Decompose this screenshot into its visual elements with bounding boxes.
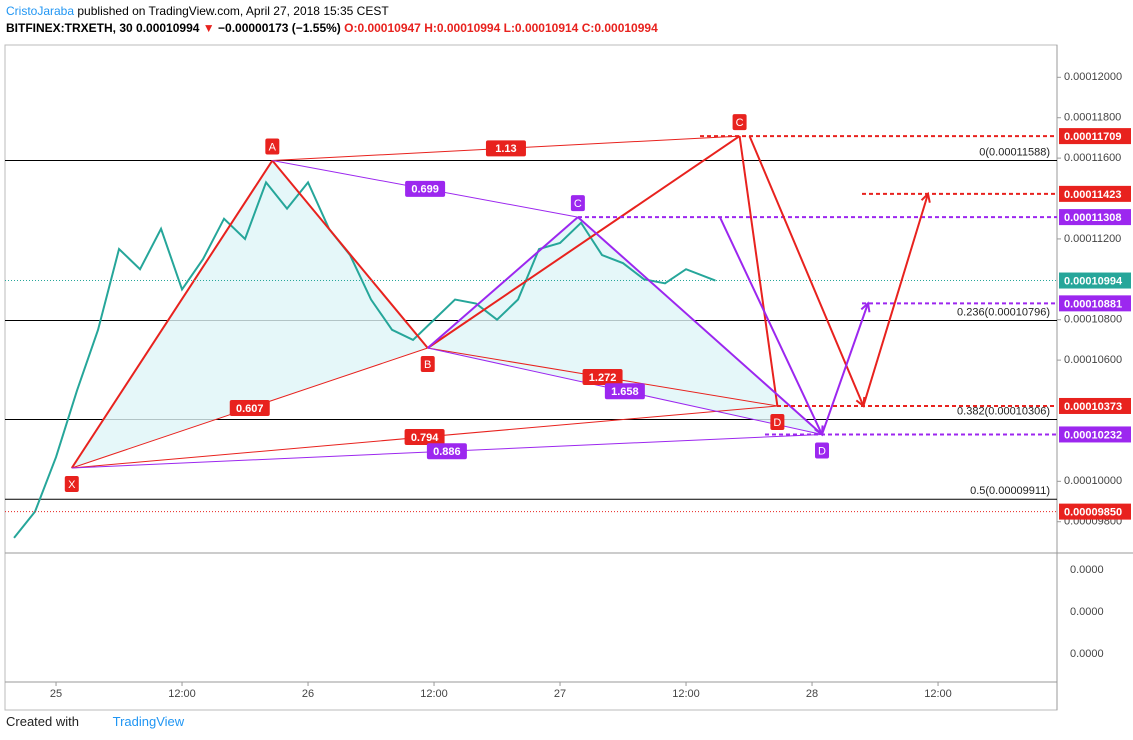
last: 0.00010994 — [136, 21, 200, 35]
close: C:0.00010994 — [581, 21, 658, 35]
pattern-leg — [577, 216, 823, 436]
fib-label: 0.236(0.00010796) — [957, 306, 1050, 318]
projection — [821, 303, 869, 435]
point-box — [815, 442, 830, 459]
point-box — [570, 195, 585, 212]
y-tick-label: 0.00011600 — [1064, 152, 1121, 164]
projection — [748, 135, 865, 407]
osc-label: 0.0000 — [1070, 564, 1104, 576]
ratio-label: 1.272 — [589, 372, 617, 384]
xab-fill — [71, 160, 428, 468]
marker-box — [1059, 185, 1131, 202]
x-tick-label: 12:00 — [168, 688, 196, 700]
publish-line: CristoJaraba published on TradingView.co… — [6, 3, 658, 20]
osc-label: 0.0000 — [1070, 606, 1104, 618]
point-box — [732, 114, 747, 131]
y-tick-label: 0.00011800 — [1064, 112, 1121, 124]
ratio-box — [582, 368, 623, 385]
marker-label: 0.00011308 — [1064, 212, 1122, 224]
high: H:0.00010994 — [424, 21, 501, 35]
marker-box — [1059, 128, 1131, 145]
ratio-label: 0.886 — [433, 446, 461, 458]
point-box — [265, 138, 280, 155]
marker-label: 0.00010373 — [1064, 401, 1122, 413]
brand[interactable]: TradingView — [112, 714, 185, 729]
ratio-box — [404, 428, 445, 445]
ratio-box — [229, 399, 270, 416]
x-tick-label: 12:00 — [672, 688, 700, 700]
bcd-fill — [427, 217, 823, 435]
marker-box — [1059, 397, 1131, 414]
ratio-label: 0.794 — [411, 432, 439, 444]
pattern-leg — [271, 159, 429, 349]
point-label: X — [68, 479, 76, 491]
change: −0.00000173 (−1.55%) — [218, 21, 341, 35]
pattern-leg — [427, 216, 579, 349]
x-tick-label: 27 — [554, 688, 566, 700]
ratio-label: 0.699 — [411, 184, 439, 196]
point-label: D — [818, 445, 826, 457]
marker-label: 0.00010994 — [1064, 275, 1123, 287]
y-tick-label: 0.00010000 — [1064, 475, 1122, 487]
x-tick-label: 12:00 — [924, 688, 952, 700]
marker-label: 0.00011423 — [1064, 189, 1122, 201]
marker-box — [1059, 209, 1131, 226]
ratio-label: 1.658 — [611, 386, 639, 398]
x-tick-label: 28 — [806, 688, 818, 700]
header: CristoJaraba published on TradingView.co… — [6, 3, 658, 37]
fib-label: 0.5(0.00009911) — [970, 485, 1050, 497]
fib-label: 0.382(0.00010306) — [957, 405, 1050, 417]
pattern-leg — [427, 135, 741, 349]
point-label: C — [574, 198, 582, 210]
point-label: C — [736, 117, 744, 129]
x-tick-label: 26 — [302, 688, 314, 700]
y-tick-label: 0.00011200 — [1064, 233, 1121, 245]
y-tick-label: 0.00012000 — [1064, 71, 1122, 83]
ratio-box — [604, 383, 645, 400]
ratio-box — [405, 180, 446, 197]
price-line — [13, 180, 716, 539]
ratio-label: 1.13 — [495, 143, 516, 155]
marker-box — [1059, 295, 1131, 312]
osc-label: 0.0000 — [1070, 648, 1104, 660]
ratio-box — [426, 443, 467, 460]
ratio-label: 0.607 — [236, 403, 264, 415]
x-tick-label: 25 — [50, 688, 62, 700]
y-tick-label: 0.00010800 — [1064, 314, 1122, 326]
pattern-leg — [738, 135, 779, 407]
arrow-head — [860, 301, 871, 313]
created: Created with — [6, 714, 79, 729]
projection — [718, 216, 823, 435]
pattern-leg — [70, 159, 274, 469]
marker-label: 0.00009850 — [1064, 507, 1122, 519]
marker-box — [1059, 426, 1131, 443]
marker-box — [1059, 503, 1131, 520]
point-label: D — [773, 417, 781, 429]
marker-label: 0.00011709 — [1064, 131, 1122, 143]
footer: Created with TradingView — [6, 714, 184, 729]
point-box — [770, 413, 785, 430]
marker-label: 0.00010881 — [1064, 298, 1122, 310]
y-tick-label: 0.00010600 — [1064, 354, 1122, 366]
marker-box — [1059, 272, 1131, 289]
marker-label: 0.00010232 — [1064, 429, 1122, 441]
fib-label: 0(0.00011588) — [979, 146, 1050, 158]
arrow: ▼ — [202, 21, 215, 35]
quote-line: BITFINEX:TRXETH, 30 0.00010994 ▼ −0.0000… — [6, 20, 658, 37]
point-box — [420, 356, 435, 372]
point-box — [64, 475, 79, 492]
symbol: BITFINEX:TRXETH, 30 — [6, 21, 133, 35]
projection — [862, 193, 929, 407]
low: L:0.00010914 — [503, 21, 579, 35]
x-tick-label: 12:00 — [420, 688, 448, 700]
arrow-head — [920, 191, 931, 203]
author[interactable]: CristoJaraba — [6, 4, 75, 18]
point-label: A — [269, 141, 277, 153]
open: O:0.00010947 — [344, 21, 421, 35]
published: published on TradingView.com, April 27, … — [77, 4, 389, 18]
ratio-box — [485, 140, 526, 157]
point-label: B — [424, 359, 431, 371]
